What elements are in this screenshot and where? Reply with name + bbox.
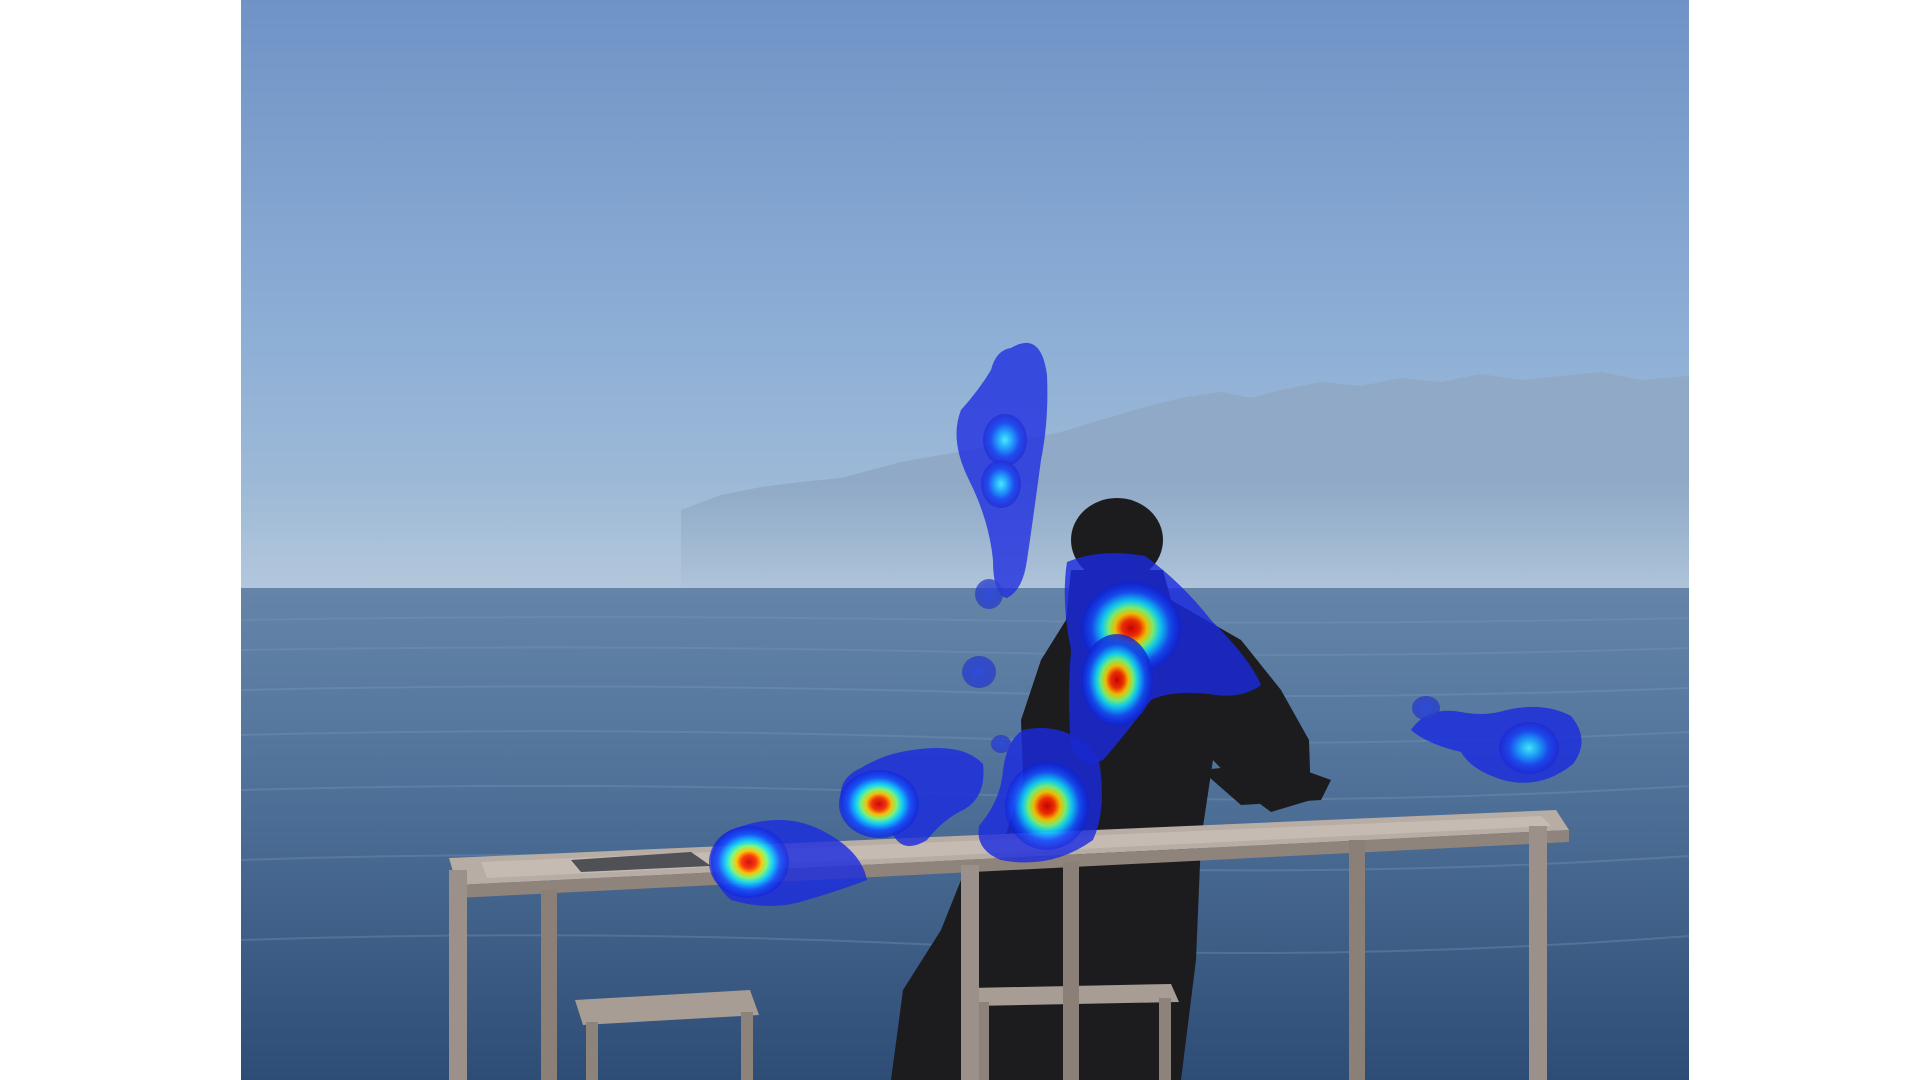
chair xyxy=(969,984,1179,1080)
hotspot-table-center xyxy=(978,728,1102,863)
photo-svg xyxy=(241,0,1689,1080)
arm xyxy=(1201,762,1331,805)
stool-left xyxy=(575,990,759,1080)
hotspot-table-left-mid xyxy=(839,748,984,847)
hotspot-small-sea-dot-1 xyxy=(962,656,996,688)
heatmap-photo xyxy=(241,0,1689,1080)
attention-heatmap xyxy=(709,342,1582,906)
hotspot-small-horizon-dot xyxy=(991,735,1011,753)
hotspot-head-neck xyxy=(1064,553,1261,763)
horizon-haze xyxy=(241,480,1689,590)
hotspot-sea-right xyxy=(1411,706,1582,783)
hotspot-sky-above xyxy=(956,342,1048,609)
hotspot-small-sea-dot-2 xyxy=(1412,696,1440,720)
hotspot-table-left-end xyxy=(709,820,867,906)
